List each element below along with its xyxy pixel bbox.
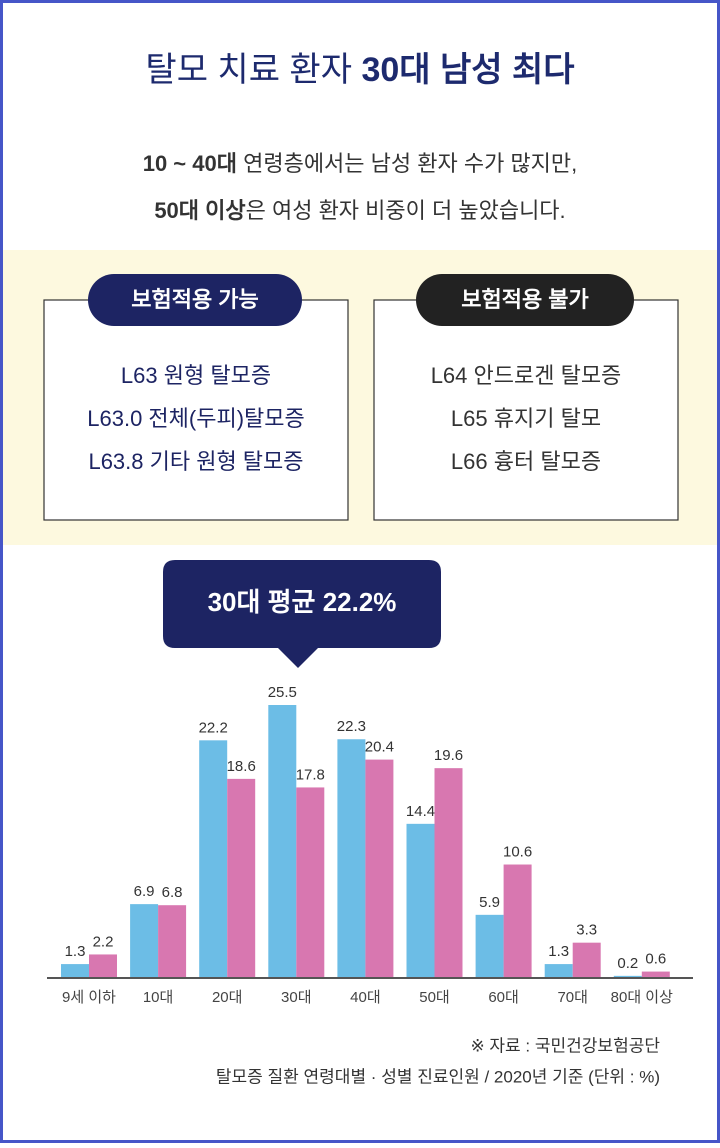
source: ※ 자료 : 국민건강보험공단 [470, 1036, 660, 1055]
bar [572, 942, 601, 978]
title-bold: 30대 남성 최다 [361, 51, 574, 89]
bar [61, 964, 89, 978]
subtitle-line: 50대 이상은 여성 환자 비중이 더 높았습니다. [154, 198, 565, 223]
value-label: 3.3 [576, 922, 597, 939]
value-label: 6.8 [162, 884, 183, 901]
bar [544, 964, 573, 978]
bar [475, 914, 504, 978]
x-tick-label: 60대 [488, 989, 519, 1006]
title: 탈모 치료 환자 30대 남성 최다 [145, 51, 574, 89]
box-label: 보험적용 가능 [131, 287, 259, 312]
title-part: 탈모 치료 환자 [145, 51, 361, 89]
subtitle-bold: 50대 이상 [154, 198, 245, 223]
value-label: 0.2 [617, 955, 638, 972]
box-label: 보험적용 불가 [461, 287, 589, 312]
subtitle-part: 은 여성 환자 비중이 더 높았습니다. [246, 198, 566, 223]
x-tick-label: 70대 [557, 989, 588, 1006]
value-label: 1.3 [65, 943, 86, 960]
subtitle-bold: 10 ~ 40대 [143, 151, 237, 176]
value-label: 2.2 [93, 933, 114, 950]
value-label: 18.6 [227, 758, 256, 775]
bar [227, 778, 256, 978]
value-label: 0.6 [645, 951, 666, 968]
note: 탈모증 질환 연령대별 · 성별 진료인원 / 2020년 기준 (단위 : %… [216, 1067, 660, 1086]
value-label: 1.3 [548, 943, 569, 960]
value-label: 14.4 [406, 803, 435, 820]
value-label: 25.5 [268, 684, 297, 701]
bar [503, 864, 532, 978]
box-item: L64 안드로겐 탈모증 [431, 363, 622, 388]
x-tick-label: 80대 이상 [611, 989, 673, 1006]
bar [613, 975, 642, 978]
bar [641, 971, 670, 978]
bar [89, 954, 117, 978]
subtitle-line: 10 ~ 40대 연령층에서는 남성 환자 수가 많지만, [143, 151, 578, 176]
bar [296, 787, 325, 978]
bar [158, 905, 187, 978]
bar [365, 759, 394, 978]
bar [130, 904, 159, 978]
value-label: 22.3 [337, 718, 366, 735]
bar [337, 739, 366, 978]
bar [268, 705, 297, 978]
x-tick-label: 50대 [419, 989, 450, 1006]
box-item: L65 휴지기 탈모 [451, 406, 601, 431]
callout [163, 560, 441, 668]
box-pill [88, 274, 302, 326]
value-label: 20.4 [365, 739, 394, 756]
value-label: 22.2 [199, 719, 228, 736]
x-tick-label: 30대 [281, 989, 312, 1006]
value-label: 6.9 [134, 883, 155, 900]
bar-chart: 9세 이하 1.3 2.2 10대 6.9 6.8 20대 22.2 18.6 30대 25.5 17… [61, 684, 673, 1006]
box-pill [416, 274, 634, 326]
value-label: 17.8 [296, 766, 325, 783]
subtitle-part: 연령층에서는 남성 환자 수가 많지만, [237, 151, 577, 176]
x-tick-label: 9세 이하 [62, 989, 116, 1006]
bar [406, 823, 435, 978]
x-tick-label: 40대 [350, 989, 381, 1006]
bar [434, 768, 463, 978]
box [373, 299, 679, 521]
x-tick-label: 10대 [143, 989, 174, 1006]
box-item: L66 흉터 탈모증 [451, 449, 601, 474]
callout-text: 30대 평균 22.2% [208, 587, 397, 617]
value-label: 10.6 [503, 843, 532, 860]
x-tick-label: 20대 [212, 989, 243, 1006]
box-item: L63 원형 탈모증 [121, 363, 271, 388]
bar [199, 740, 228, 978]
value-label: 5.9 [479, 894, 500, 911]
box-item: L63.0 전체(두피)탈모증 [87, 406, 305, 431]
box-item: L63.8 기타 원형 탈모증 [88, 449, 303, 474]
value-label: 19.6 [434, 747, 463, 764]
